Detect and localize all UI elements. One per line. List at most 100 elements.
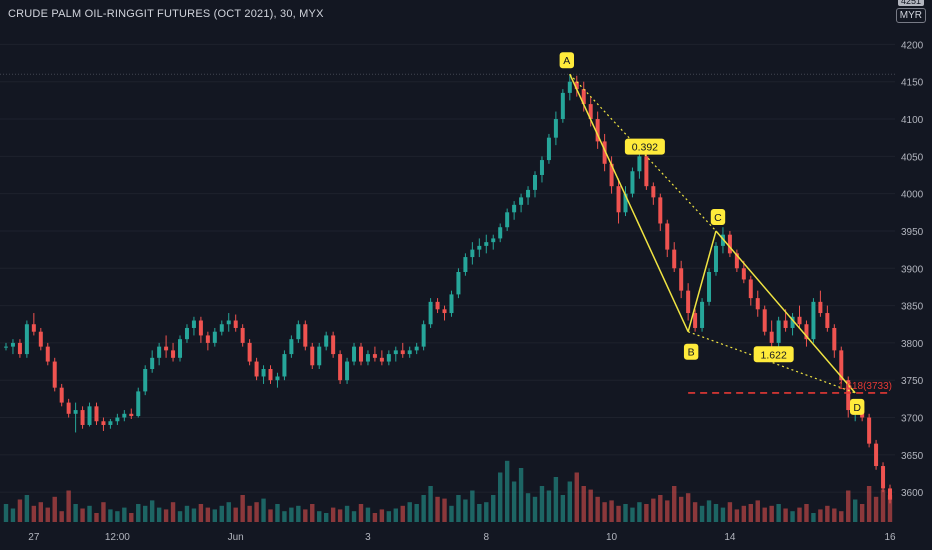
candle-body: [797, 316, 802, 325]
candle-body: [164, 346, 169, 351]
price-tick-label: 4000: [901, 190, 924, 201]
price-tick-label: 3900: [901, 264, 924, 275]
candle-body: [762, 309, 767, 332]
volume-bar: [720, 507, 726, 522]
volume-bar: [101, 502, 106, 522]
candle-body: [226, 320, 231, 325]
volume-bar: [504, 460, 510, 522]
candle-body: [686, 290, 691, 314]
candle-body: [442, 309, 447, 314]
candle-body: [275, 376, 280, 381]
volume-bar: [574, 472, 579, 522]
time-tick-label: 3: [365, 532, 371, 543]
volume-bar: [609, 500, 614, 522]
candle-body: [491, 238, 496, 243]
candle-body: [219, 324, 224, 332]
volume-bar: [630, 507, 635, 522]
volume-bar: [115, 511, 120, 522]
candle-body: [414, 346, 419, 351]
candle-body: [546, 137, 551, 161]
volume-bar: [233, 507, 238, 522]
volume-bar: [532, 496, 538, 522]
candle-body: [553, 119, 558, 138]
volume-bar: [73, 504, 78, 522]
candle-body: [588, 104, 593, 120]
candle-body: [818, 301, 823, 314]
currency-label: MYR: [899, 10, 922, 21]
candle-body: [846, 380, 851, 411]
volume-bar: [247, 505, 252, 522]
volume-bar: [748, 504, 753, 522]
ratio-bd-label: 1.622: [753, 346, 794, 363]
volume-bar: [560, 495, 566, 522]
candle-body: [87, 406, 92, 425]
volume-bar: [163, 509, 169, 522]
candle-body: [755, 298, 760, 310]
volume-bar: [804, 504, 809, 522]
candle-body: [519, 197, 524, 205]
candle-body: [59, 387, 64, 403]
symbol-title: CRUDE PALM OIL-RINGGIT FUTURES (OCT 2021…: [8, 8, 324, 20]
volume-bar: [658, 495, 663, 522]
candle-body: [484, 242, 489, 246]
candle-body: [783, 320, 788, 328]
candle-body: [303, 324, 308, 347]
volume-bar: [205, 507, 211, 522]
price-tick-label: 4150: [901, 78, 924, 89]
volume-bar: [219, 505, 224, 522]
volume-bar: [10, 508, 16, 522]
price-axis-bg: [895, 0, 932, 550]
harmonic-pattern[interactable]: 1.618(3733) A B C D 0.392 1.622: [559, 52, 892, 415]
volume-bar: [484, 502, 489, 522]
candle-body: [435, 301, 440, 310]
volume-bar: [832, 508, 837, 522]
volume-bar: [776, 504, 781, 522]
candle-body: [713, 245, 718, 272]
candle-body: [533, 174, 538, 190]
volume-bar: [665, 500, 670, 522]
volume-bar: [177, 511, 183, 522]
volume-bar: [567, 481, 573, 522]
candle-body: [233, 320, 238, 328]
volume-bar: [797, 507, 802, 522]
time-tick-label: 27: [28, 532, 40, 543]
volume-bar: [344, 505, 350, 522]
candle-body: [310, 346, 315, 366]
volume-bar: [24, 495, 30, 522]
candle-body: [282, 354, 287, 377]
volume-bar: [672, 486, 677, 522]
candle-body: [17, 342, 22, 355]
candle-body: [31, 324, 36, 332]
volume-bar: [741, 505, 747, 522]
candle-body: [637, 156, 642, 172]
candle-body: [24, 324, 29, 355]
volume-bars: [3, 460, 893, 522]
candle-body: [66, 402, 71, 414]
candle-body: [734, 253, 739, 269]
volume-bar: [337, 509, 343, 522]
volume-bar: [400, 505, 405, 522]
candle-body: [254, 361, 259, 377]
volume-bar: [699, 505, 705, 522]
volume-bar: [407, 502, 412, 522]
volume-bar: [198, 504, 204, 522]
candle-body: [700, 301, 705, 328]
candle-body: [790, 316, 795, 328]
volume-bar: [330, 507, 336, 522]
volume-bar: [846, 490, 851, 522]
label-bg: [559, 52, 575, 69]
currency-badge[interactable]: MYR: [895, 8, 926, 23]
volume-bar: [470, 490, 475, 522]
candle-body: [10, 342, 15, 347]
candle-body: [825, 313, 830, 328]
price-tick-label: 3950: [901, 227, 924, 238]
candle-body: [80, 410, 85, 425]
candle-body: [456, 272, 461, 295]
candle-body: [602, 141, 607, 164]
candle-body: [352, 346, 357, 362]
pattern-leg-BC: [687, 230, 717, 332]
time-tick-label: 12:00: [105, 532, 130, 543]
candle-body: [122, 413, 127, 418]
label-bg: [683, 343, 699, 360]
